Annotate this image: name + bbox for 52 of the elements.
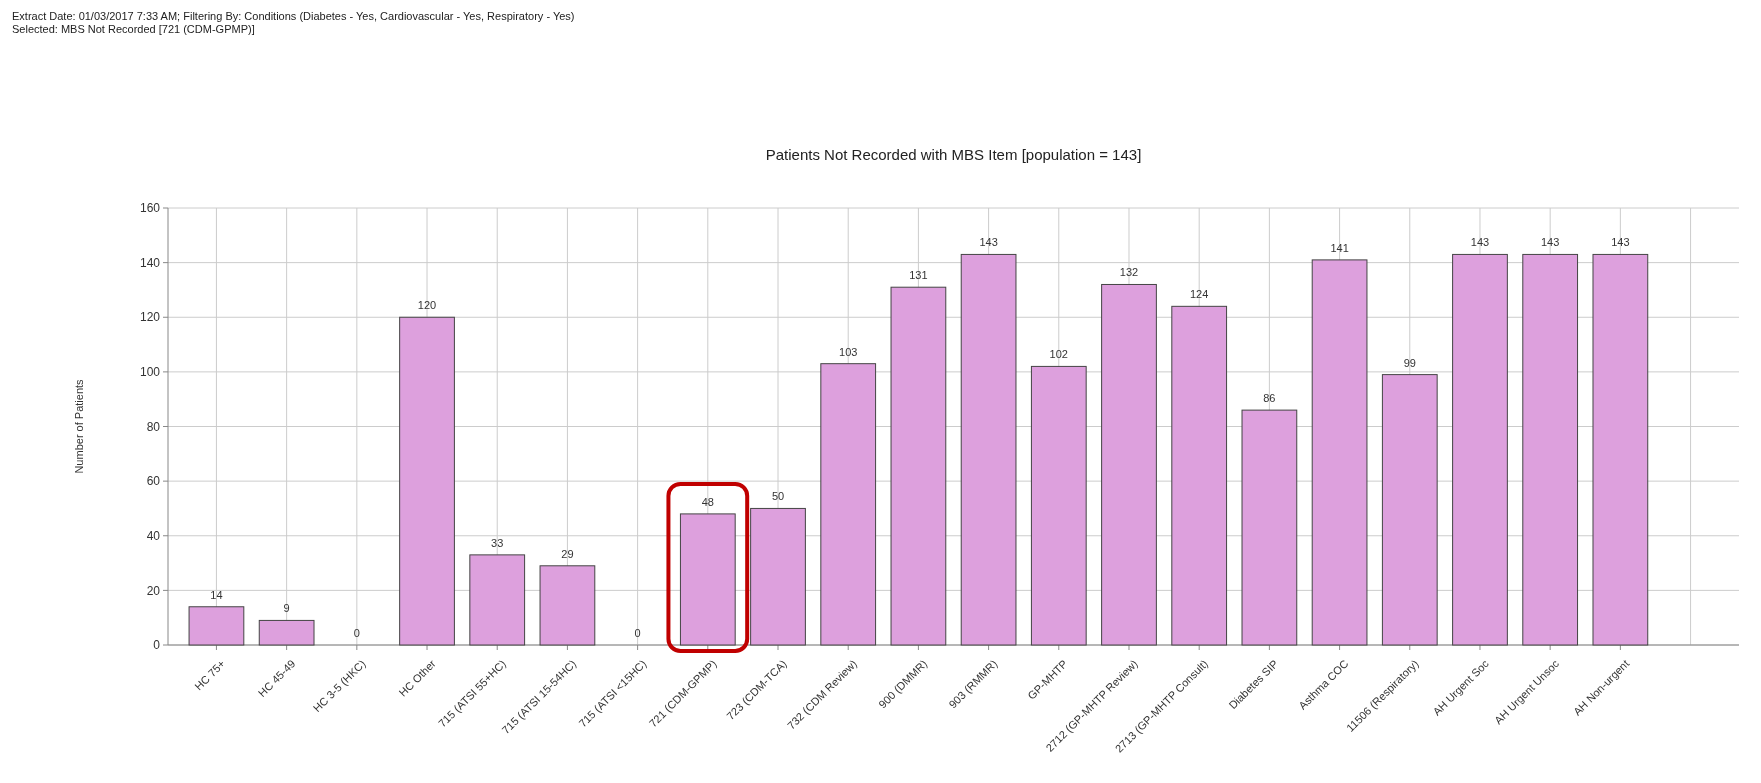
x-tick-label: HC 75+ bbox=[192, 657, 228, 693]
data-label: 0 bbox=[353, 627, 360, 639]
data-label: 120 bbox=[417, 299, 437, 312]
bar bbox=[1592, 253, 1649, 646]
data-label: 143 bbox=[979, 236, 998, 249]
bar bbox=[890, 286, 947, 646]
bar bbox=[1241, 409, 1298, 646]
bar bbox=[960, 253, 1017, 646]
data-label: 124 bbox=[1190, 288, 1209, 301]
data-label: 99 bbox=[1403, 356, 1416, 369]
data-label: 9 bbox=[283, 602, 290, 615]
y-tick-label: 160 bbox=[139, 201, 161, 216]
data-label: 14 bbox=[210, 588, 223, 601]
y-axis-title: Number of Patients bbox=[73, 378, 85, 474]
bar bbox=[469, 554, 526, 646]
data-label: 102 bbox=[1049, 348, 1068, 361]
data-label: 0 bbox=[634, 627, 641, 639]
y-tick-label: 100 bbox=[139, 365, 161, 380]
bar bbox=[1171, 305, 1228, 646]
y-tick-label: 120 bbox=[139, 310, 161, 325]
y-tick-label: 140 bbox=[139, 255, 161, 270]
bar bbox=[1311, 259, 1368, 646]
bar bbox=[258, 619, 315, 646]
bar bbox=[1030, 365, 1087, 646]
data-label: 132 bbox=[1119, 266, 1139, 279]
bar bbox=[1101, 283, 1157, 646]
data-label: 103 bbox=[839, 345, 858, 358]
bar bbox=[539, 565, 596, 646]
y-tick-label: 80 bbox=[146, 419, 161, 434]
data-label: 29 bbox=[561, 547, 574, 560]
bar bbox=[188, 606, 245, 646]
y-tick-label: 20 bbox=[146, 583, 161, 598]
text: Extract Date: 01/03/2017 7:33 AM; Filtering By: Conditions (Diabetes - Yes, Cardiovascular - Yes, Respiratory - Yes) bbox=[12, 10, 575, 22]
data-label: 86 bbox=[1263, 392, 1276, 405]
data-label: 143 bbox=[1611, 236, 1630, 249]
bar bbox=[820, 363, 877, 646]
data-label: 50 bbox=[771, 490, 785, 503]
y-tick-label: 0 bbox=[153, 638, 161, 653]
y-tick-label: 40 bbox=[146, 528, 161, 543]
data-label: 141 bbox=[1330, 241, 1349, 254]
bar bbox=[1522, 253, 1579, 646]
bar bbox=[1381, 374, 1438, 646]
chart-title: Patients Not Recorded with MBS Item [population = 143] bbox=[765, 146, 1142, 163]
bar bbox=[1452, 253, 1508, 646]
data-label: 143 bbox=[1470, 236, 1490, 249]
data-label: 33 bbox=[491, 536, 504, 549]
data-label: 143 bbox=[1540, 236, 1560, 249]
bar bbox=[399, 316, 455, 646]
data-label: 48 bbox=[701, 495, 714, 508]
data-label: 131 bbox=[909, 269, 928, 282]
y-tick-label: 60 bbox=[146, 474, 161, 489]
text: Selected: MBS Not Recorded [721 (CDM-GPMP)] bbox=[12, 23, 255, 35]
